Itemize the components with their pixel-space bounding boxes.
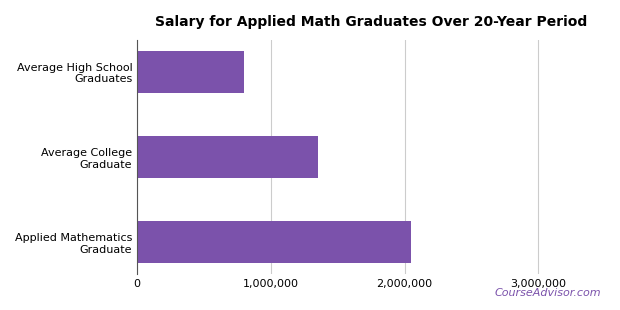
Bar (137, 51, 244, 93)
Bar (137, 221, 411, 263)
Text: CourseAdvisor.com: CourseAdvisor.com (495, 288, 601, 298)
Bar (137, 136, 317, 178)
Title: Salary for Applied Math Graduates Over 20-Year Period: Salary for Applied Math Graduates Over 2… (155, 15, 587, 29)
